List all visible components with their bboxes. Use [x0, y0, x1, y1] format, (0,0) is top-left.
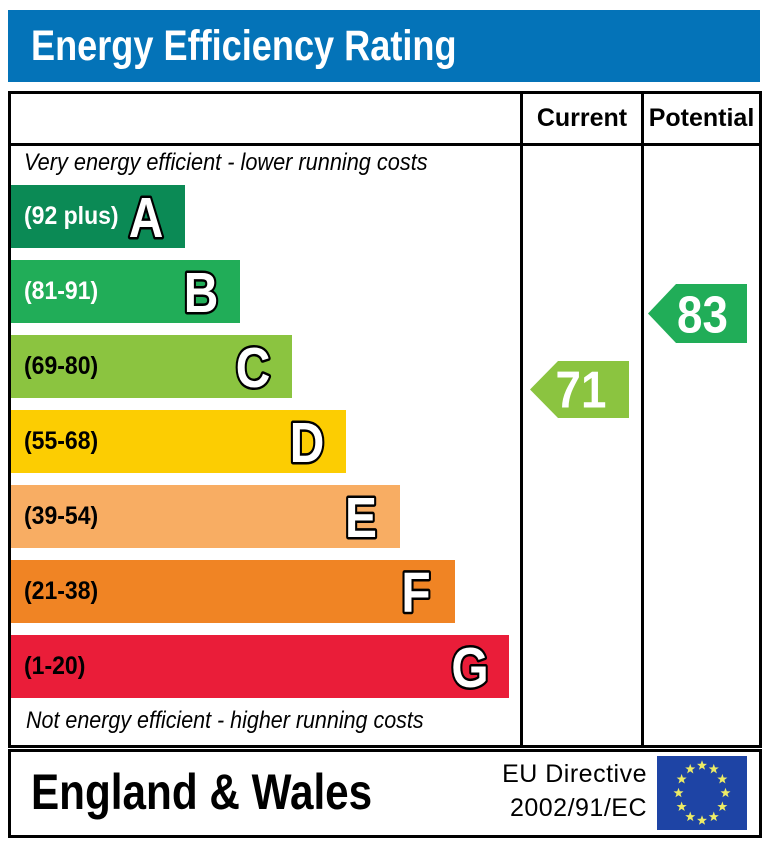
svg-text:D: D [290, 411, 325, 473]
svg-text:B: B [184, 261, 219, 323]
svg-text:G: G [451, 636, 488, 698]
svg-text:C: C [236, 336, 271, 398]
svg-text:A: A [129, 186, 164, 248]
svg-text:71: 71 [556, 362, 607, 418]
svg-text:F: F [401, 561, 430, 623]
svg-text:83: 83 [677, 287, 728, 343]
svg-text:E: E [345, 486, 377, 548]
